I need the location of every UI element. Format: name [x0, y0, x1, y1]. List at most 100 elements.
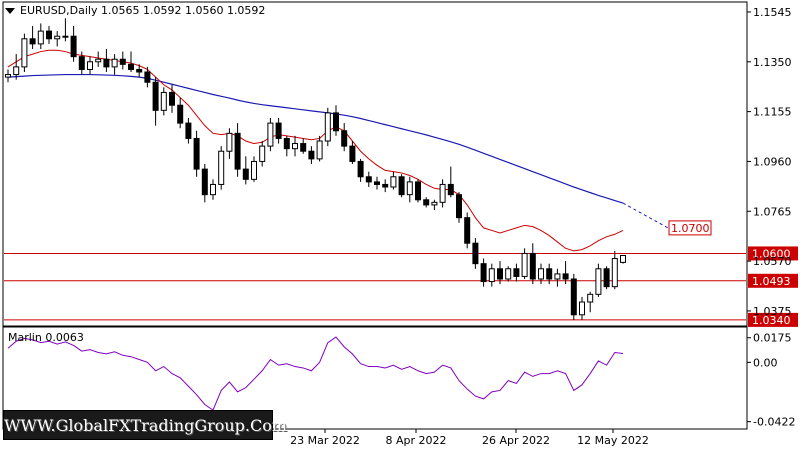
candle-body-down: [201, 168, 208, 196]
level-price-box: [748, 273, 798, 288]
candle: [226, 128, 233, 159]
candle-body-up: [521, 252, 528, 277]
time-tick-label: 8 Apr 2022: [385, 434, 446, 447]
candle: [587, 291, 594, 313]
level-price-box: [748, 312, 798, 327]
candle: [103, 49, 110, 72]
candle-body-up: [5, 74, 11, 78]
level-price-box: [748, 246, 798, 261]
candle-body-down: [423, 199, 430, 206]
candle-body-down: [357, 160, 364, 178]
candle-body-down: [177, 104, 184, 124]
candle-body-up: [226, 132, 233, 152]
candle: [78, 51, 85, 75]
candle: [70, 26, 77, 62]
candle: [160, 87, 167, 116]
candle-body-down: [169, 91, 175, 106]
candle-body-down: [242, 168, 249, 180]
candle: [111, 54, 118, 75]
candle: [505, 266, 512, 282]
candle-body-down: [308, 150, 315, 160]
candle-body-up: [554, 273, 561, 280]
candle: [611, 250, 618, 290]
candle-body-up: [505, 268, 512, 280]
candle: [357, 158, 364, 182]
candle-body-down: [234, 132, 241, 170]
candle-body-up: [620, 254, 626, 263]
candle: [95, 51, 102, 67]
candle-body-down: [29, 38, 36, 45]
price-tick-label: 1.1350: [753, 56, 792, 69]
price-tick-label: 1.0375: [753, 305, 792, 318]
candle: [316, 135, 323, 162]
candle: [46, 26, 52, 44]
candle-body-down: [78, 56, 85, 70]
candle: [406, 176, 413, 203]
candle-body-up: [595, 268, 602, 295]
candle: [513, 263, 520, 282]
candle-body-up: [611, 258, 618, 288]
candle-body-down: [103, 58, 110, 68]
candle: [5, 69, 11, 83]
candle-body-down: [152, 81, 159, 111]
candle-body-up: [37, 30, 44, 45]
candle: [201, 164, 208, 203]
candle: [365, 171, 372, 187]
candle: [464, 212, 471, 249]
candle: [267, 118, 274, 152]
osc-tick-label: 0.00: [753, 356, 778, 369]
candle-body-up: [488, 268, 495, 283]
price-axis: 1.1545 1.1350 1.1155 1.0960 1.0765 1.0570 1.03…: [747, 6, 792, 318]
candle-body-up: [218, 150, 225, 185]
candle: [152, 77, 159, 126]
candle-body-down: [193, 137, 200, 170]
candle: [259, 141, 266, 167]
candle-body-down: [374, 181, 380, 185]
candle-body-up: [259, 145, 266, 162]
target-price-box[interactable]: [668, 220, 712, 236]
candle: [595, 263, 602, 297]
watermark-banner: WWW.GlobalFXTradingGroup.Com: [3, 410, 287, 440]
candle: [341, 123, 348, 152]
candle-body-down: [185, 122, 192, 139]
candle-body-up: [538, 268, 544, 280]
chart-header: EURUSD,Daily 1.0565 1.0592 1.0560 1.0592: [20, 4, 265, 17]
oscillator: 0.0175 0.00 -0.0422: [7, 332, 795, 429]
candle-body-down: [46, 30, 52, 40]
candle-body-down: [398, 176, 405, 196]
candle: [62, 18, 69, 42]
candle-body-down: [480, 263, 487, 283]
candle-body-down: [497, 268, 503, 280]
candle: [283, 135, 290, 157]
candle: [538, 263, 544, 285]
time-tick-label: 12 May 2022: [577, 434, 649, 447]
level-price-label: 1.0600: [752, 247, 791, 260]
candle: [324, 107, 331, 147]
candle-body-up: [251, 160, 257, 180]
candle: [21, 33, 28, 72]
candle-body-up: [316, 140, 323, 160]
candle: [234, 123, 241, 177]
candle: [128, 51, 134, 72]
marlin-line: [7, 336, 624, 411]
slow-ma-line: [7, 73, 624, 204]
chart-menu-arrow-icon[interactable]: [5, 8, 15, 14]
candle-body-down: [144, 71, 151, 83]
candle: [169, 84, 175, 113]
candle-body-down: [562, 273, 569, 280]
candle: [193, 130, 200, 177]
candle-body-up: [406, 181, 413, 196]
candle-body-down: [513, 268, 520, 277]
candle: [374, 176, 380, 190]
candle-body-down: [349, 145, 356, 162]
candle: [620, 254, 626, 264]
candle: [488, 263, 495, 287]
candle: [177, 97, 184, 129]
candle: [87, 56, 93, 75]
candle: [447, 166, 454, 198]
candle-body-up: [267, 122, 274, 147]
moving-averages: [7, 49, 669, 252]
candle: [300, 138, 307, 154]
